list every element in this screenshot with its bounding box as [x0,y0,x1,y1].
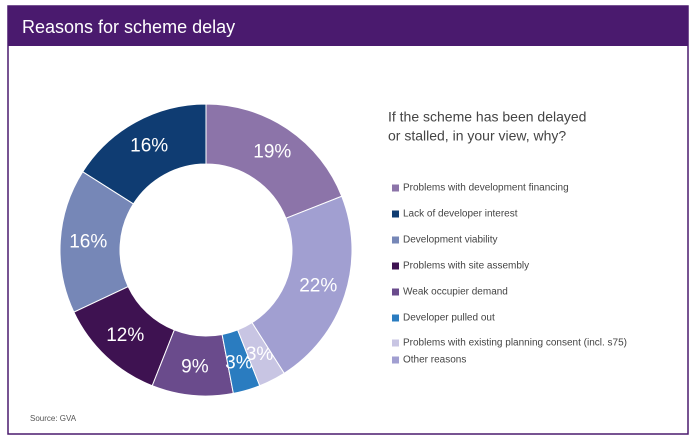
legend-label: Problems with site assembly [403,261,529,272]
slice-label: 22% [299,275,337,296]
donut-slice [73,285,175,387]
legend-swatch [392,184,399,192]
source: Source: GVA [30,414,77,423]
donut-slice [221,329,261,394]
legend-label: Other reasons [403,355,466,366]
legend-swatch [392,236,399,244]
donut-slice [237,321,285,387]
slice-label: 19% [253,141,291,162]
slice-label: 3% [225,352,253,373]
slice-label: 16% [69,232,107,253]
legend-swatch [392,339,399,347]
slice-label: 16% [130,136,168,157]
legend-swatch [392,262,399,270]
legend-swatch [392,288,399,296]
donut-slice [82,103,207,205]
legend-label: Development viability [403,235,498,246]
donut-slice [251,195,353,374]
donut-slice [151,329,234,397]
legend-label: Developer pulled out [403,313,495,324]
legend-swatch [392,356,399,364]
slice-label: 12% [106,325,144,346]
slice-label: 9% [181,356,209,377]
subtitle: If the scheme has been delayed [388,109,586,125]
legend-swatch [392,210,399,218]
donut-slice [59,171,135,313]
legend-label: Problems with existing planning consent … [403,338,627,349]
subtitle: or stalled, in your view, why? [388,128,566,144]
legend-label: Lack of developer interest [403,209,518,220]
header-bar [8,6,688,46]
chart-title: Reasons for scheme delay [22,17,235,37]
slice-label: 3% [246,344,274,365]
legend-label: Weak occupier demand [403,287,508,298]
legend-swatch [392,314,399,322]
legend-label: Problems with development financing [403,183,569,194]
